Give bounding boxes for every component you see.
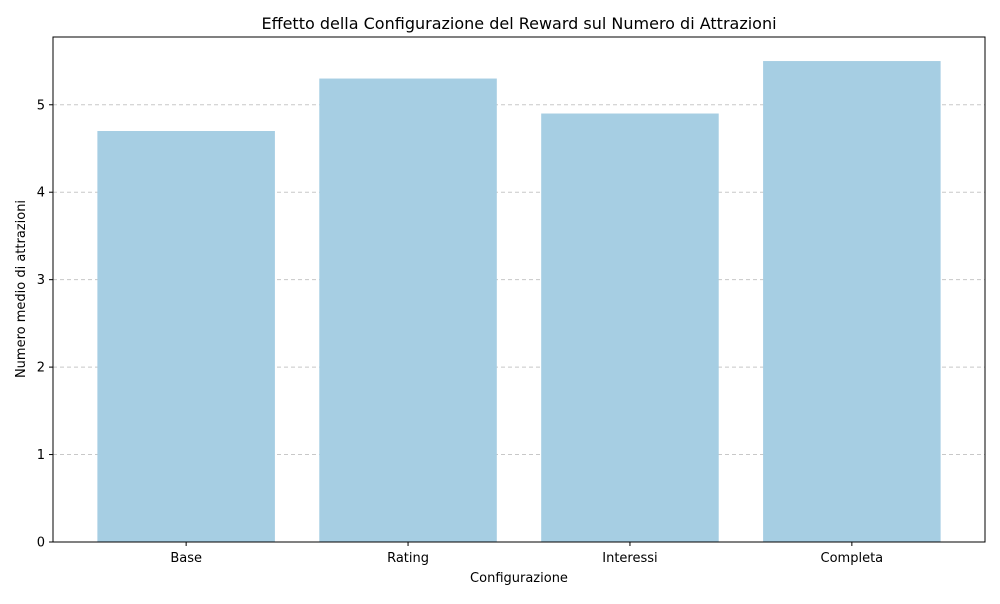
y-tick-label: 4 bbox=[37, 186, 45, 201]
x-tick-label: Completa bbox=[821, 551, 884, 566]
bar-base bbox=[97, 131, 275, 542]
y-axis-ticks: 0 1 2 3 4 5 bbox=[37, 98, 53, 551]
bar-completa bbox=[763, 61, 941, 543]
y-tick-label: 2 bbox=[37, 361, 45, 376]
y-tick-label: 0 bbox=[37, 536, 45, 551]
y-tick-label: 3 bbox=[37, 273, 45, 288]
y-tick-label: 1 bbox=[37, 448, 45, 463]
bar-interessi bbox=[541, 113, 719, 543]
x-tick-label: Rating bbox=[387, 551, 429, 566]
bar-rating bbox=[319, 78, 497, 542]
plot-frame bbox=[52, 36, 986, 543]
x-tick-label: Interessi bbox=[602, 551, 657, 566]
x-tick-label: Base bbox=[170, 551, 202, 566]
y-axis-label: Numero medio di attrazioni bbox=[14, 200, 29, 378]
x-axis-ticks: Base Rating Interessi Completa bbox=[170, 542, 883, 566]
y-tick-label: 5 bbox=[37, 98, 45, 113]
x-axis-label: Configurazione bbox=[470, 571, 568, 586]
chart-title: Effetto della Configurazione del Reward … bbox=[261, 14, 776, 33]
bars bbox=[97, 61, 941, 543]
